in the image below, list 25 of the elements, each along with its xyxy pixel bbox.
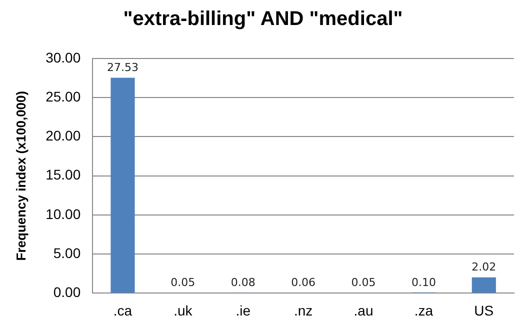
x-tick-label: .uk	[174, 302, 194, 318]
data-label: 0.05	[170, 276, 196, 290]
x-tick-label: .nz	[294, 302, 313, 318]
x-tick-label: .ie	[236, 302, 251, 318]
x-tick-label: US	[474, 302, 494, 318]
bar	[472, 277, 496, 293]
data-label: 0.10	[411, 276, 436, 289]
data-label: 0.08	[230, 276, 256, 289]
data-label: 0.06	[291, 276, 316, 290]
y-tick-label: 20.00	[46, 128, 81, 144]
x-tick-label: .au	[354, 302, 374, 318]
data-label: 0.05	[351, 276, 376, 290]
chart-title: "extra-billing" AND "medical"	[122, 8, 404, 32]
y-tick-label: 10.00	[46, 206, 81, 222]
data-label: 2.02	[472, 260, 496, 274]
y-tick-label: 25.00	[46, 88, 81, 104]
y-tick-label: 30.00	[46, 49, 81, 66]
y-tick-label: 5.00	[53, 244, 81, 261]
x-tick-label: .ca	[113, 302, 132, 318]
y-tick-label: 15.00	[46, 166, 81, 183]
y-tick-label: 0.00	[53, 284, 81, 300]
x-tick-label: .za	[414, 302, 434, 318]
bar	[110, 78, 135, 293]
y-axis-title: Frequency index (x100,000)	[13, 90, 28, 261]
data-label: 27.53	[106, 61, 138, 74]
